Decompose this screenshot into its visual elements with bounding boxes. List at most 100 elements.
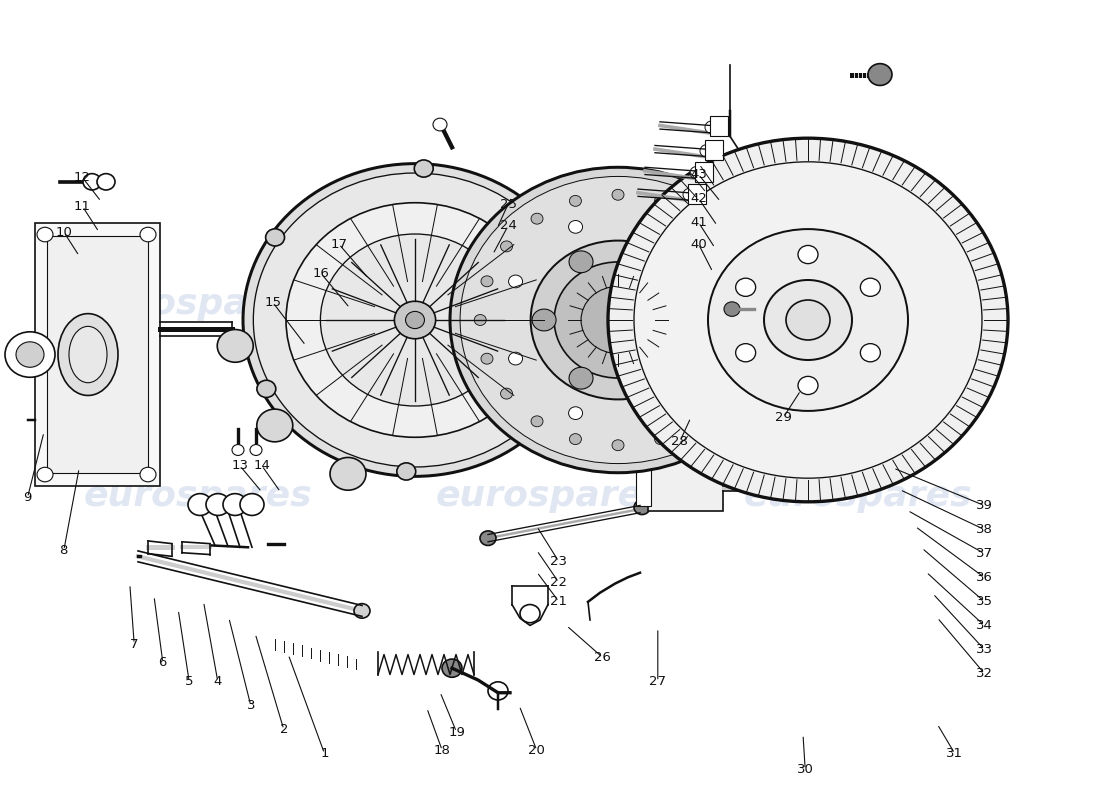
- Text: 39: 39: [976, 499, 993, 512]
- Text: 9: 9: [23, 491, 32, 504]
- Ellipse shape: [58, 314, 118, 395]
- Circle shape: [6, 332, 55, 378]
- Text: 23: 23: [550, 555, 568, 568]
- Circle shape: [442, 659, 462, 678]
- Circle shape: [860, 344, 880, 362]
- Text: eurospares: eurospares: [436, 287, 664, 321]
- Circle shape: [532, 309, 557, 331]
- Text: 43: 43: [690, 168, 707, 181]
- Circle shape: [433, 118, 447, 131]
- Circle shape: [500, 241, 513, 252]
- Text: 34: 34: [976, 619, 993, 632]
- Circle shape: [654, 434, 667, 445]
- Circle shape: [770, 462, 778, 469]
- Circle shape: [240, 494, 264, 515]
- Text: 28: 28: [671, 435, 689, 448]
- Text: 40: 40: [690, 238, 707, 250]
- Circle shape: [634, 162, 982, 478]
- Circle shape: [481, 354, 493, 364]
- Circle shape: [798, 246, 818, 264]
- Circle shape: [257, 380, 276, 398]
- Text: 26: 26: [594, 651, 612, 664]
- Circle shape: [814, 474, 824, 484]
- Circle shape: [16, 342, 44, 367]
- Text: 14: 14: [253, 459, 271, 472]
- Circle shape: [581, 286, 654, 354]
- Circle shape: [140, 467, 156, 482]
- Circle shape: [683, 188, 697, 201]
- Text: 24: 24: [499, 219, 517, 232]
- Circle shape: [714, 275, 727, 288]
- Circle shape: [488, 682, 508, 700]
- Circle shape: [569, 406, 583, 419]
- Circle shape: [714, 352, 727, 365]
- Circle shape: [708, 229, 907, 411]
- Circle shape: [481, 276, 493, 286]
- Text: 22: 22: [550, 576, 568, 589]
- Circle shape: [480, 531, 496, 546]
- Circle shape: [860, 278, 880, 296]
- Bar: [688, 184, 706, 204]
- Circle shape: [320, 234, 509, 406]
- Text: eurospares: eurospares: [84, 287, 312, 321]
- Text: 33: 33: [976, 643, 993, 656]
- Circle shape: [531, 416, 543, 426]
- Text: 18: 18: [433, 744, 451, 757]
- Circle shape: [770, 480, 778, 487]
- Circle shape: [554, 262, 682, 378]
- Text: 31: 31: [946, 747, 964, 760]
- Circle shape: [750, 314, 762, 326]
- Circle shape: [395, 302, 436, 338]
- Circle shape: [786, 300, 830, 340]
- Bar: [710, 116, 728, 136]
- Circle shape: [724, 388, 736, 399]
- Circle shape: [705, 121, 719, 134]
- Circle shape: [608, 138, 1008, 502]
- Circle shape: [37, 227, 53, 242]
- Circle shape: [531, 214, 543, 224]
- Bar: [636, 454, 651, 506]
- Text: eurospares: eurospares: [436, 479, 664, 513]
- Ellipse shape: [69, 326, 107, 382]
- Circle shape: [223, 494, 248, 515]
- Circle shape: [742, 354, 755, 364]
- Circle shape: [798, 376, 818, 394]
- Circle shape: [256, 409, 293, 442]
- Circle shape: [790, 474, 800, 484]
- Text: eurospares: eurospares: [744, 287, 972, 321]
- Circle shape: [500, 388, 513, 399]
- Circle shape: [700, 145, 714, 158]
- Circle shape: [243, 164, 587, 476]
- Text: 10: 10: [55, 226, 73, 238]
- Text: 5: 5: [185, 675, 194, 688]
- Text: 15: 15: [264, 296, 282, 309]
- Text: 42: 42: [690, 192, 707, 205]
- Circle shape: [770, 434, 778, 442]
- Circle shape: [265, 229, 285, 246]
- Text: 32: 32: [976, 667, 993, 680]
- Text: 17: 17: [330, 238, 348, 250]
- Circle shape: [250, 300, 330, 373]
- Circle shape: [546, 394, 564, 411]
- Circle shape: [569, 367, 593, 389]
- Circle shape: [262, 311, 318, 362]
- Circle shape: [770, 489, 778, 496]
- Text: eurospares: eurospares: [84, 479, 312, 513]
- Circle shape: [569, 251, 593, 273]
- Circle shape: [690, 166, 704, 179]
- Circle shape: [724, 241, 736, 252]
- Text: 21: 21: [550, 595, 568, 608]
- Text: 27: 27: [649, 675, 667, 688]
- Circle shape: [217, 330, 253, 362]
- Circle shape: [508, 352, 522, 365]
- Circle shape: [680, 309, 704, 331]
- Bar: [648, 449, 723, 511]
- Circle shape: [397, 463, 416, 480]
- Text: 19: 19: [448, 726, 465, 738]
- Circle shape: [460, 177, 776, 463]
- Circle shape: [770, 426, 778, 433]
- Circle shape: [37, 467, 53, 482]
- Text: 4: 4: [213, 675, 222, 688]
- Circle shape: [570, 195, 582, 206]
- Text: 3: 3: [246, 699, 255, 712]
